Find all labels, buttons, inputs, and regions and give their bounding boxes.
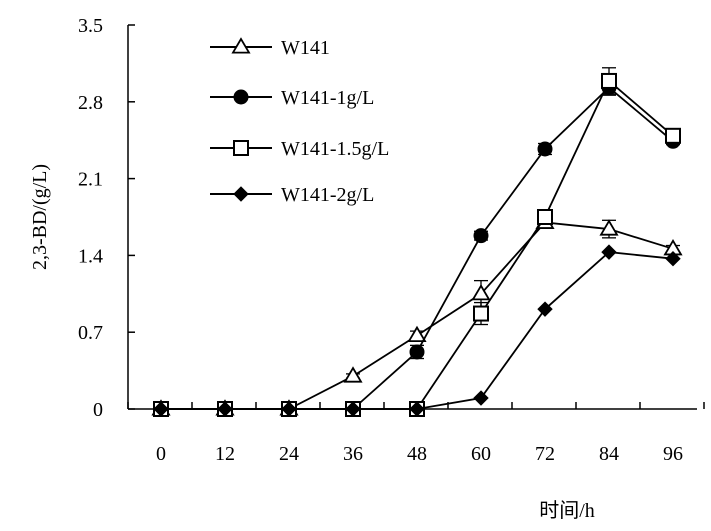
legend-item: W141	[210, 37, 330, 59]
x-tick-label: 72	[535, 443, 555, 465]
series-4	[153, 244, 681, 417]
data-point	[473, 305, 489, 322]
x-tick-label: 36	[343, 443, 363, 465]
x-tick-label: 96	[663, 443, 683, 465]
data-point	[343, 366, 363, 383]
data-point	[473, 228, 489, 244]
data-point	[601, 72, 617, 89]
legend-marker	[233, 89, 249, 105]
legend-label: W141-1.5g/L	[281, 138, 389, 160]
data-point	[407, 325, 427, 342]
data-point	[281, 401, 297, 417]
legend-item: W141-1g/L	[210, 87, 374, 109]
data-point	[409, 344, 425, 360]
data-point	[471, 284, 491, 301]
plot-area	[151, 67, 683, 417]
legend: W141 W141-1g/L W141-1.5g/L W141-2g/L	[210, 37, 389, 206]
y-tick-label: 3.5	[78, 15, 103, 37]
x-tick-label: 48	[407, 443, 427, 465]
legend-marker	[231, 37, 251, 54]
data-point	[345, 401, 361, 417]
data-point	[409, 401, 425, 417]
legend-label: W141-2g/L	[281, 184, 374, 206]
y-tick-label: 2.1	[78, 169, 103, 191]
x-ticks: 0 12 24 36 48 60 72 84 96	[127, 402, 705, 465]
data-point	[537, 301, 553, 317]
legend-item: W141-1.5g/L	[210, 138, 389, 160]
data-point	[665, 250, 681, 267]
series-line	[161, 86, 674, 410]
data-point	[601, 244, 617, 260]
y-axis-title: 2,3-BD/(g/L)	[29, 164, 51, 270]
x-tick-label: 84	[599, 443, 619, 465]
series-line	[161, 221, 674, 410]
series-2	[153, 79, 681, 417]
y-tick-label: 2.8	[78, 92, 103, 114]
series-3	[153, 67, 681, 417]
y-tick-label: 1.4	[78, 245, 103, 267]
legend-item: W141-2g/L	[210, 184, 374, 206]
data-point	[537, 141, 553, 157]
x-tick-label: 12	[215, 443, 235, 465]
legend-label: W141-1g/L	[281, 87, 374, 109]
x-tick-label: 60	[471, 443, 491, 465]
x-tick-label: 0	[156, 443, 166, 465]
y-ticks: 0 0.7 1.4 2.1 2.8 3.5	[78, 15, 135, 421]
series-1	[151, 212, 683, 416]
data-point	[665, 127, 681, 144]
data-point	[473, 390, 489, 406]
y-tick-label: 0	[93, 399, 103, 421]
legend-label: W141	[281, 37, 330, 59]
series-line	[161, 79, 674, 410]
data-point	[153, 401, 169, 417]
data-point	[599, 219, 619, 236]
data-point	[537, 209, 553, 225]
legend-marker	[233, 186, 249, 202]
data-point	[217, 401, 233, 417]
legend-marker	[233, 140, 249, 156]
x-axis-title: 时间/h	[539, 499, 595, 522]
y-tick-label: 0.7	[78, 322, 103, 344]
x-tick-label: 24	[279, 443, 299, 465]
